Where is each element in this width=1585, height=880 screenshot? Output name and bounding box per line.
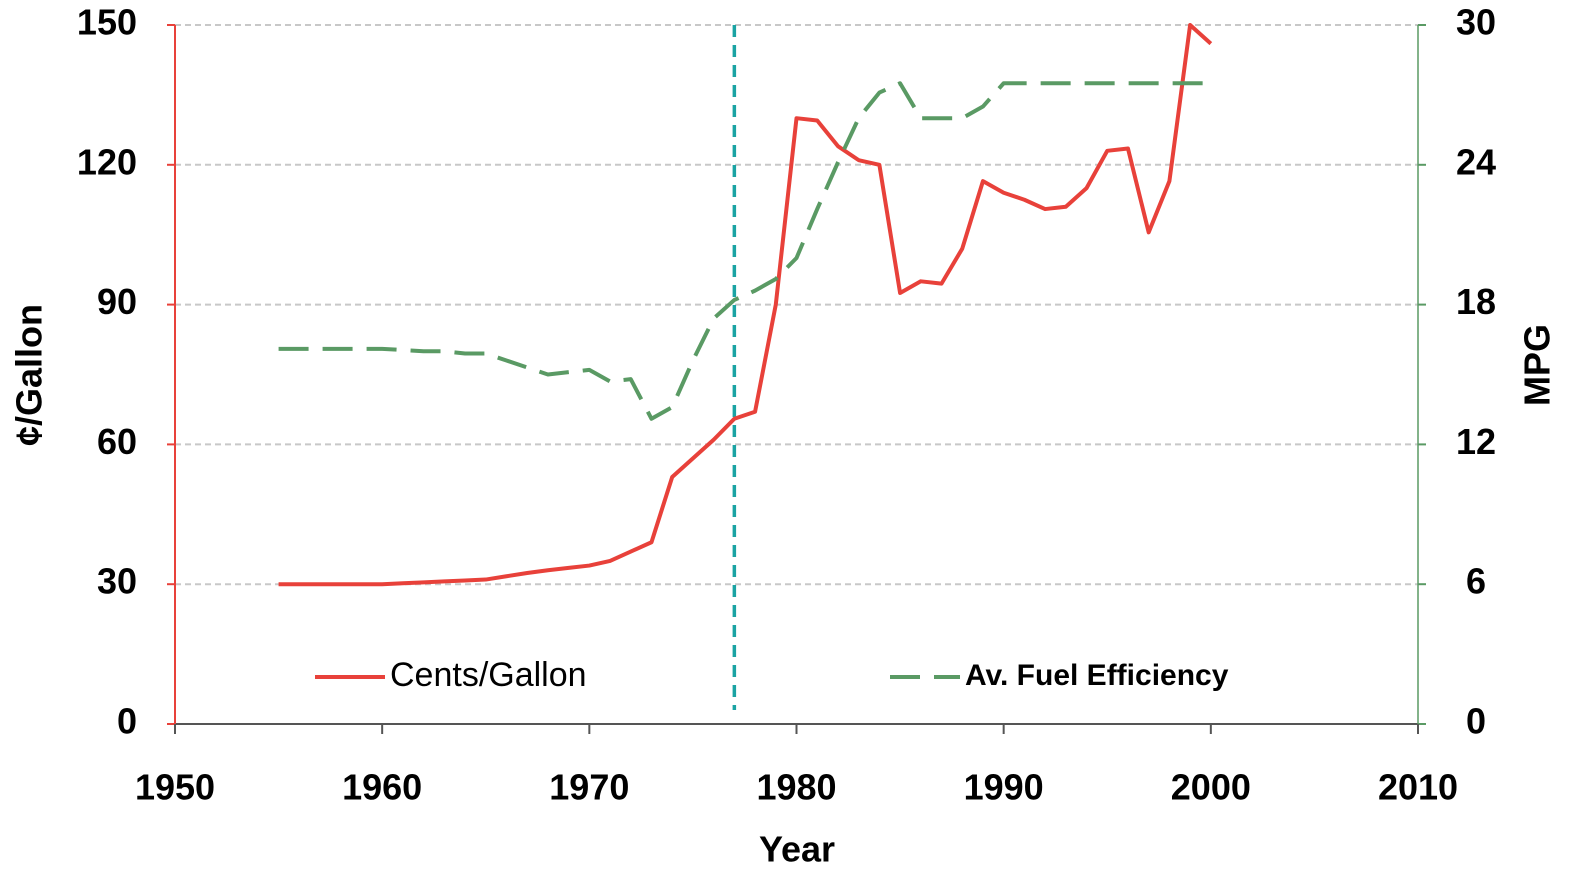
y-tick-label: 60 bbox=[97, 421, 137, 462]
series-line bbox=[278, 23, 1213, 587]
x-axis-label: Year bbox=[759, 829, 835, 870]
y2-tick-label: 18 bbox=[1456, 281, 1496, 322]
y2-tick-label: 6 bbox=[1466, 561, 1486, 602]
x-tick-label: 1970 bbox=[549, 767, 629, 808]
legend-label: Av. Fuel Efficiency bbox=[965, 659, 1229, 692]
x-tick-label: 1960 bbox=[342, 767, 422, 808]
y-tick-label: 150 bbox=[77, 2, 137, 43]
x-tick-label: 1990 bbox=[964, 767, 1044, 808]
y-tick-label: 0 bbox=[117, 701, 137, 742]
x-tick-label: 2000 bbox=[1171, 767, 1251, 808]
y2-tick-label: 24 bbox=[1456, 141, 1496, 182]
y2-tick-label: 0 bbox=[1466, 701, 1486, 742]
x-tick-label: 2010 bbox=[1378, 767, 1458, 808]
y-tick-label: 120 bbox=[77, 141, 137, 182]
y2-tick-label: 12 bbox=[1456, 421, 1496, 462]
y2-axis-label: MPG bbox=[1517, 324, 1558, 406]
y-tick-label: 30 bbox=[97, 561, 137, 602]
legend-label: Cents/Gallon bbox=[390, 656, 587, 694]
y2-tick-label: 30 bbox=[1456, 2, 1496, 43]
series-line bbox=[278, 81, 1211, 421]
y-tick-label: 90 bbox=[97, 281, 137, 322]
x-tick-label: 1980 bbox=[756, 767, 836, 808]
x-tick-label: 1950 bbox=[135, 767, 215, 808]
y-axis-label: ¢/Gallon bbox=[9, 304, 50, 446]
